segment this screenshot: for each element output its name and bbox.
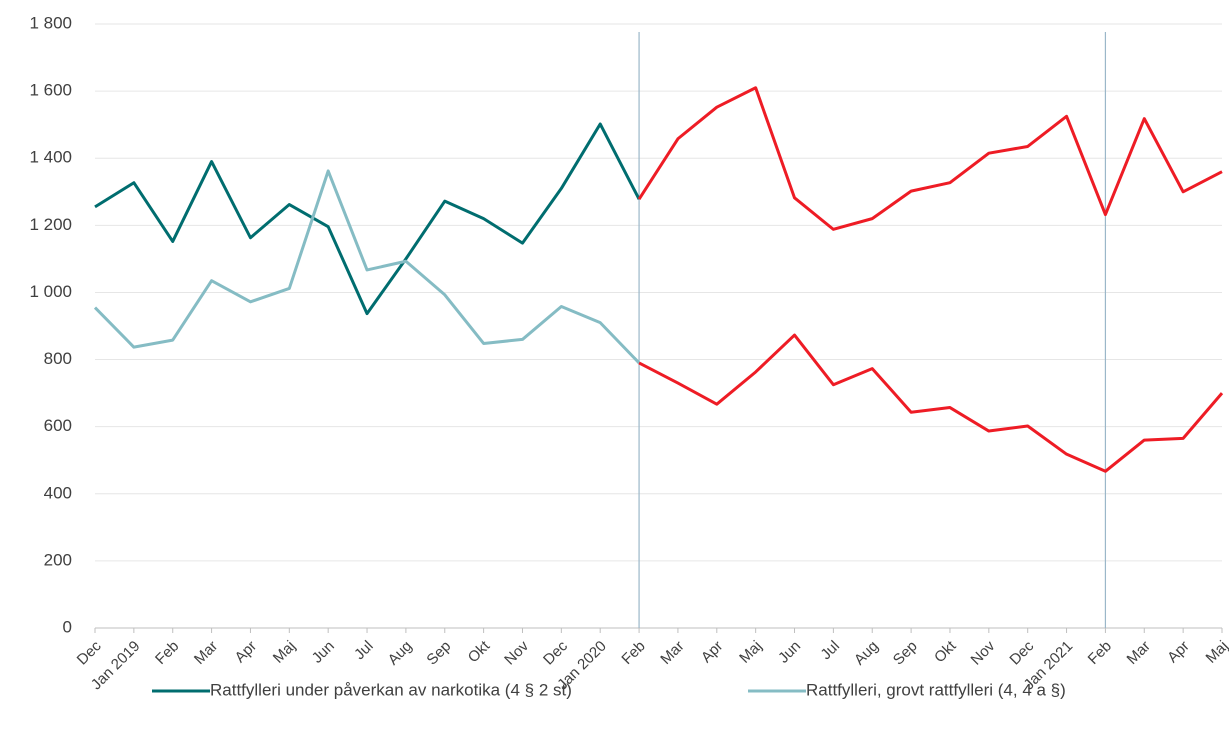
x-tick-label: Dec — [74, 637, 105, 668]
y-tick-label: 200 — [44, 550, 72, 569]
x-tick-label: Mar — [191, 638, 221, 668]
series-line — [637, 86, 1223, 231]
x-tick-label: Jun — [775, 638, 804, 667]
y-tick-label: 1 200 — [29, 215, 72, 234]
x-tick-label: Okt — [931, 637, 960, 666]
legend-label: Rattfylleri under påverkan av narkotika … — [210, 680, 572, 699]
x-tick-label: Aug — [851, 638, 882, 669]
x-tick-label: Apr — [698, 638, 727, 667]
y-tick-label: 800 — [44, 349, 72, 368]
y-tick-label: 1 400 — [29, 148, 72, 167]
x-tick-label: Feb — [1085, 638, 1115, 668]
x-tick-label: Sep — [423, 638, 454, 669]
x-tick-label: Mar — [1124, 638, 1154, 668]
y-tick-label: 1 000 — [29, 282, 72, 301]
x-tick-label: Sep — [890, 638, 921, 669]
x-tick-label: Nov — [501, 637, 532, 668]
x-tick-label: Aug — [385, 638, 416, 669]
x-tick-label: Apr — [232, 638, 261, 667]
x-tick-label: Nov — [968, 637, 999, 668]
y-tick-label: 1 800 — [29, 13, 72, 32]
series-line — [94, 122, 641, 316]
x-tick-label: Okt — [465, 637, 494, 666]
y-tick-label: 600 — [44, 416, 72, 435]
series-line — [93, 169, 641, 364]
x-tick-label: Feb — [618, 638, 648, 668]
x-tick-label: Jun — [309, 638, 338, 667]
series-line — [638, 333, 1224, 473]
y-tick-label: 400 — [44, 483, 72, 502]
x-tick-label: Apr — [1164, 638, 1193, 667]
x-tick-label: Maj — [1203, 638, 1229, 667]
x-tick-label: Mar — [657, 638, 687, 668]
x-tick-label: Maj — [270, 638, 299, 667]
x-tick-label: Maj — [736, 638, 765, 667]
y-tick-label: 0 — [63, 617, 72, 636]
x-tick-label: Jul — [817, 638, 843, 664]
x-tick-label: Jul — [351, 638, 377, 664]
x-tick-label: Dec — [1006, 637, 1037, 668]
legend-label: Rattfylleri, grovt rattfylleri (4, 4 a §… — [806, 680, 1066, 699]
y-tick-label: 1 600 — [29, 81, 72, 100]
x-tick-label: Feb — [152, 638, 182, 668]
x-tick-label: Dec — [540, 637, 571, 668]
